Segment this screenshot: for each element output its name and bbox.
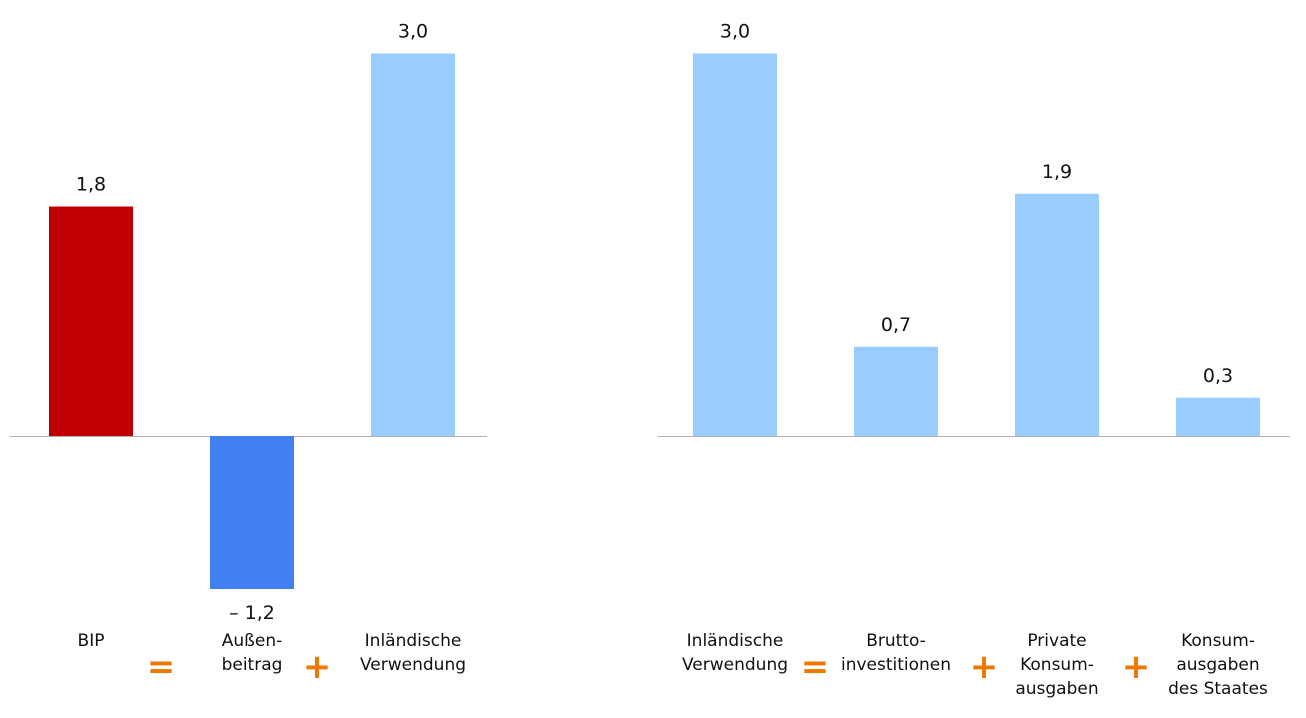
category-label: Inländische Verwendung [682,631,788,675]
bar [854,346,938,436]
bar [210,436,294,589]
plus-operator: + [303,647,332,687]
category-label: Inländische Verwendung [360,631,466,675]
data-label: 1,9 [1042,161,1072,183]
plus-operator: + [1122,647,1151,687]
data-label: 0,7 [881,314,911,336]
chart-right: 3,0 Inländische Verwendung 0,7 Brutto-invest… [658,21,1290,699]
category-label: Brutto-investitionen [841,631,951,675]
equals-operator: = [147,647,176,687]
bar [1176,397,1260,436]
bar [371,53,455,436]
bar [693,53,777,436]
data-label: – 1,2 [229,602,275,624]
plus-operator: + [970,647,999,687]
equals-operator: = [801,647,830,687]
category-label: Private Konsum-ausgaben [1015,631,1098,699]
data-label: 3,0 [720,21,750,43]
data-label: 1,8 [76,174,106,196]
bar [49,206,133,436]
category-label: Konsum-ausgaben des Staates [1168,631,1268,699]
data-label: 3,0 [398,21,428,43]
data-label: 0,3 [1203,365,1233,387]
bar [1015,193,1099,436]
category-label: BIP [78,631,105,651]
category-label: Außen-beitrag [222,631,283,675]
chart-left: 1,8 BIP – 1,2 Außen-beitrag 3,0 Inländische Ve… [10,21,487,687]
